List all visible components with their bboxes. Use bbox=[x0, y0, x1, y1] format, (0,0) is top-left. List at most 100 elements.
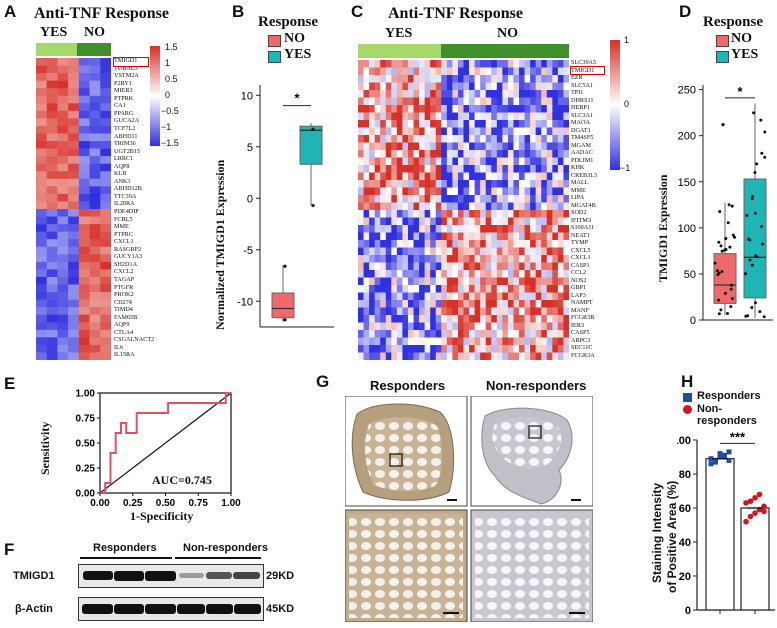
heatmap-cell bbox=[519, 105, 525, 113]
heatmap-cell bbox=[358, 255, 364, 263]
heatmap-cell bbox=[419, 97, 425, 106]
heatmap-cell bbox=[358, 165, 364, 173]
heatmap-cell bbox=[491, 352, 498, 360]
heatmap-cell bbox=[474, 255, 481, 263]
band bbox=[177, 604, 205, 614]
gene-label-il15ra: IL15RA bbox=[114, 351, 135, 359]
heatmap-cell bbox=[557, 322, 564, 331]
heatmap-cell bbox=[380, 232, 387, 241]
heatmap-cell bbox=[546, 307, 553, 316]
heatmap-cell bbox=[507, 60, 514, 68]
heatmap-cell bbox=[358, 315, 364, 323]
heatmap-cell bbox=[491, 217, 498, 226]
heatmap-cell bbox=[491, 232, 498, 241]
heatmap-cell bbox=[89, 193, 101, 202]
data-point bbox=[729, 287, 733, 291]
heatmap-cell bbox=[68, 292, 80, 300]
heatmap-cell bbox=[446, 82, 453, 91]
heatmap-cell bbox=[385, 97, 392, 106]
heatmap-cell bbox=[68, 254, 80, 263]
heatmap-cell bbox=[541, 112, 548, 121]
heatmap-cell bbox=[435, 277, 442, 286]
heatmap-cell bbox=[519, 322, 525, 331]
cb-a-t6: −1.5 bbox=[161, 138, 179, 148]
heatmap-cell bbox=[474, 97, 481, 106]
heatmap-cell bbox=[530, 165, 536, 173]
heatmap-cell bbox=[563, 120, 569, 128]
heatmap-cell bbox=[407, 345, 414, 353]
heatmap-cell bbox=[419, 330, 425, 338]
heatmap-cell bbox=[541, 142, 548, 151]
heatmap-cell bbox=[563, 285, 569, 293]
heatmap-cell bbox=[507, 97, 514, 106]
heatmap-cell bbox=[552, 187, 559, 196]
heatmap-cell bbox=[535, 150, 542, 158]
heatmap-cell bbox=[407, 150, 414, 158]
heatmap-cell bbox=[524, 210, 531, 218]
band bbox=[114, 571, 144, 581]
heatmap-cell bbox=[463, 337, 470, 346]
heatmap-cell bbox=[519, 112, 525, 121]
heatmap-cell bbox=[57, 269, 69, 278]
heatmap-cell bbox=[68, 246, 80, 255]
heatmap-cell bbox=[463, 292, 470, 301]
heatmap-cell bbox=[363, 285, 370, 293]
heatmap-cell bbox=[36, 163, 48, 172]
heatmap-cell bbox=[474, 330, 481, 338]
heatmap-cell bbox=[358, 157, 364, 166]
heatmap-cell bbox=[402, 82, 409, 91]
gene-label-aqp8: AQP8 bbox=[114, 162, 130, 170]
heatmap-cell bbox=[380, 285, 387, 293]
heatmap-cell bbox=[374, 90, 381, 98]
heatmap-cell bbox=[485, 285, 492, 293]
gene-label-tm4sf5: TM4SF5 bbox=[571, 134, 594, 141]
heatmap-cell bbox=[496, 67, 503, 76]
heatmap-cell bbox=[68, 186, 80, 195]
heatmap-cell bbox=[463, 247, 470, 256]
heatmap-cell bbox=[446, 232, 453, 241]
heatmap-cell bbox=[496, 150, 503, 158]
heatmap-cell bbox=[485, 292, 492, 301]
heatmap-cell bbox=[385, 292, 392, 301]
heatmap-cell bbox=[452, 165, 459, 173]
heatmap-cell bbox=[507, 75, 514, 83]
heatmap-cell bbox=[78, 73, 90, 81]
heatmap-cell bbox=[385, 307, 392, 316]
heatmap-cell bbox=[563, 232, 569, 241]
heatmap-cell bbox=[435, 247, 442, 256]
heatmap-cell bbox=[552, 352, 559, 360]
heatmap-cell bbox=[491, 270, 498, 278]
heatmap-cell bbox=[513, 97, 520, 106]
heatmap-cell bbox=[507, 322, 514, 331]
heatmap-cell bbox=[363, 225, 370, 233]
heatmap-cell bbox=[363, 345, 370, 353]
heatmap-cell bbox=[519, 180, 525, 188]
heatmap-cell bbox=[507, 135, 514, 143]
data-point bbox=[720, 270, 724, 273]
heatmap-cell bbox=[469, 247, 475, 256]
heatmap-cell bbox=[78, 276, 90, 285]
heatmap-cell bbox=[46, 246, 58, 255]
panel-a-yes-bar bbox=[36, 43, 77, 56]
gene-label-sh2d1a: SH2D1A bbox=[114, 260, 138, 268]
heatmap-cell bbox=[452, 82, 459, 91]
heatmap-cell bbox=[452, 75, 459, 83]
heatmap-cell bbox=[413, 217, 420, 226]
heatmap-cell bbox=[385, 300, 392, 308]
heatmap-cell bbox=[519, 352, 525, 360]
heatmap-cell bbox=[441, 210, 448, 218]
heatmap-cell bbox=[513, 247, 520, 256]
y-tick-label: 0 bbox=[685, 605, 691, 617]
heatmap-cell bbox=[78, 178, 90, 187]
heatmap-cell bbox=[463, 232, 470, 241]
heatmap-cell bbox=[530, 195, 536, 203]
heatmap-cell bbox=[46, 337, 58, 346]
heatmap-cell bbox=[419, 172, 425, 181]
heatmap-cell bbox=[474, 292, 481, 301]
heatmap-cell bbox=[391, 232, 398, 241]
heatmap-cell bbox=[563, 352, 569, 360]
heatmap-cell bbox=[36, 80, 48, 89]
heatmap-cell bbox=[100, 110, 111, 119]
heatmap-cell bbox=[100, 269, 111, 278]
heatmap-cell bbox=[391, 157, 398, 166]
